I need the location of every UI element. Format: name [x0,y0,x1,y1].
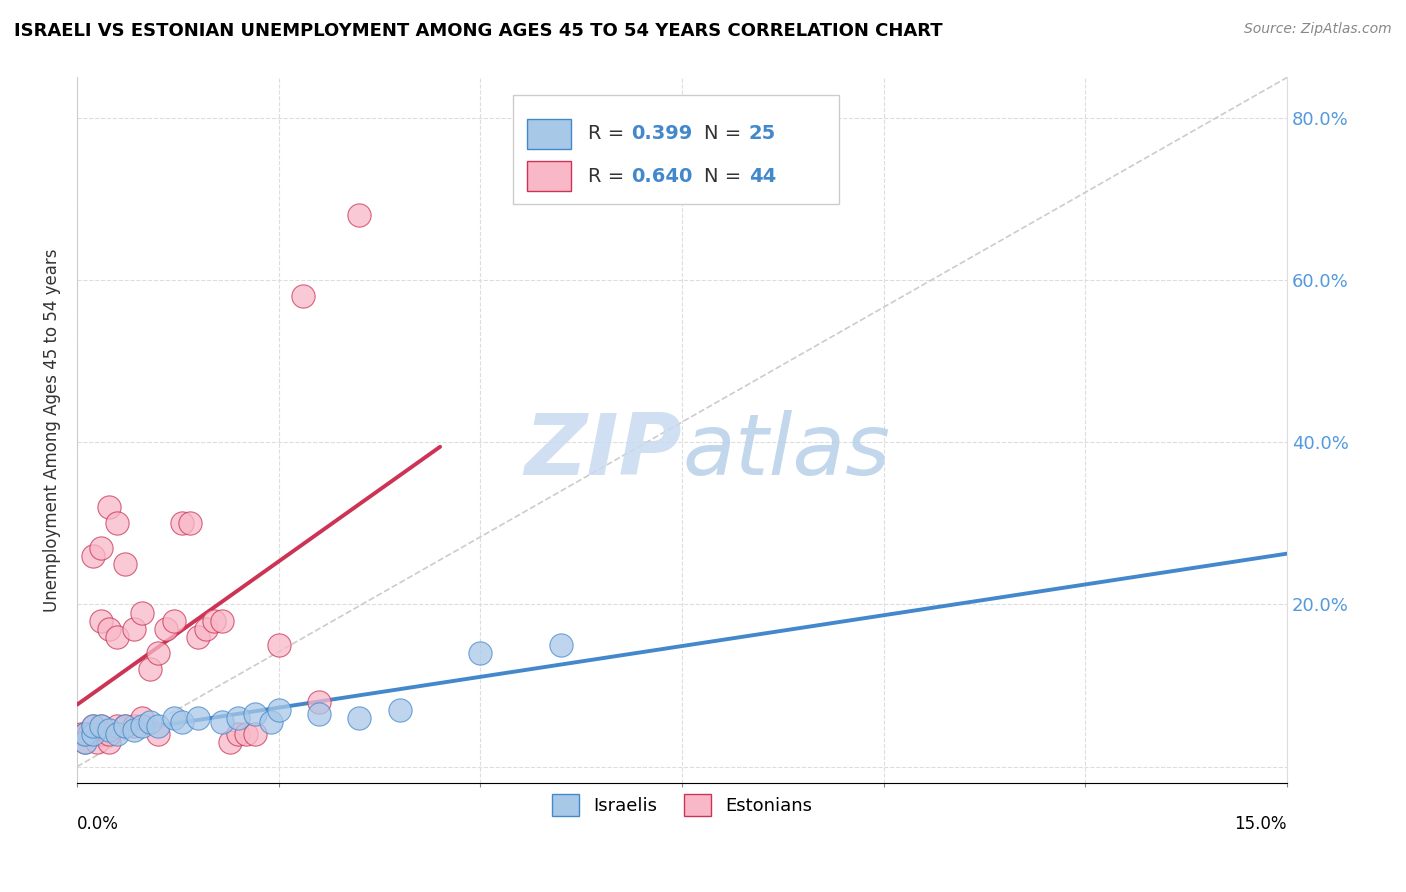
FancyBboxPatch shape [513,95,839,204]
Point [470,646,492,660]
Text: 15.0%: 15.0% [1234,815,1286,833]
Point [90,719,112,733]
Text: N =: N = [704,167,748,186]
Point [267,638,290,652]
Point [70,727,93,741]
Point [187,630,209,644]
Point [98,723,121,738]
Point [243,706,266,721]
Point [107,516,129,531]
Point [114,719,136,733]
Point [195,622,218,636]
Point [308,695,330,709]
Point [260,714,283,729]
Point [131,719,153,733]
Point [308,706,330,721]
FancyBboxPatch shape [527,119,571,149]
Point [98,622,121,636]
Text: R =: R = [588,167,630,186]
Point [122,622,145,636]
Point [90,727,112,741]
Text: ISRAELI VS ESTONIAN UNEMPLOYMENT AMONG AGES 45 TO 54 YEARS CORRELATION CHART: ISRAELI VS ESTONIAN UNEMPLOYMENT AMONG A… [14,22,942,40]
Point [82,727,104,741]
Point [138,714,160,729]
Point [98,727,121,741]
Legend: Israelis, Estonians: Israelis, Estonians [544,787,820,823]
Point [122,723,145,738]
Point [75,727,97,741]
Y-axis label: Unemployment Among Ages 45 to 54 years: Unemployment Among Ages 45 to 54 years [44,248,60,612]
Text: 0.399: 0.399 [631,124,693,144]
Point [75,735,97,749]
Point [75,735,97,749]
Point [146,727,169,741]
Point [86,735,108,749]
Point [138,662,160,676]
Point [114,719,136,733]
Point [349,208,371,222]
Point [131,606,153,620]
Point [75,727,97,741]
Point [267,703,290,717]
Point [211,614,233,628]
Point [163,711,186,725]
Point [107,719,129,733]
Point [90,541,112,555]
Text: N =: N = [704,124,748,144]
Point [82,549,104,563]
Point [114,557,136,571]
Point [82,727,104,741]
Point [122,719,145,733]
Text: Source: ZipAtlas.com: Source: ZipAtlas.com [1244,22,1392,37]
Text: atlas: atlas [682,409,890,492]
Point [211,714,233,729]
Point [349,711,371,725]
Point [82,719,104,733]
Point [131,711,153,725]
Point [107,630,129,644]
Text: 0.640: 0.640 [631,167,693,186]
Point [550,638,572,652]
Point [243,727,266,741]
Point [107,727,129,741]
Point [170,516,193,531]
Point [187,711,209,725]
FancyBboxPatch shape [527,161,571,191]
Text: 25: 25 [748,124,776,144]
Point [90,614,112,628]
Point [219,735,242,749]
Point [179,516,201,531]
Point [235,727,257,741]
Point [98,735,121,749]
Point [82,719,104,733]
Point [155,622,177,636]
Point [388,703,411,717]
Point [228,727,250,741]
Point [146,646,169,660]
Text: R =: R = [588,124,630,144]
Text: ZIP: ZIP [524,409,682,492]
Point [90,719,112,733]
Point [291,289,314,303]
Point [228,711,250,725]
Text: 44: 44 [748,167,776,186]
Point [77,727,100,741]
Point [202,614,225,628]
Point [170,714,193,729]
Point [98,500,121,515]
Text: 0.0%: 0.0% [77,815,120,833]
Point [163,614,186,628]
Point [146,719,169,733]
